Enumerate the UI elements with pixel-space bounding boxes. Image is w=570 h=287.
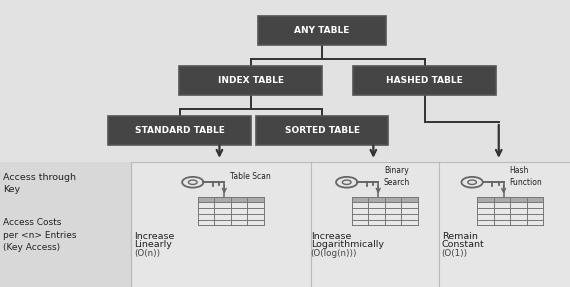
FancyBboxPatch shape [256,116,388,145]
Text: INDEX TABLE: INDEX TABLE [218,76,284,85]
Bar [478,197,543,225]
Text: Access Costs
per <n> Entries
(Key Access): Access Costs per <n> Entries (Key Access… [3,218,76,252]
Text: Remain: Remain [442,232,478,241]
FancyBboxPatch shape [258,15,386,44]
Text: HASHED TABLE: HASHED TABLE [386,76,463,85]
Text: Logarithmically: Logarithmically [311,240,384,249]
Text: Access through
Key: Access through Key [3,173,76,194]
FancyBboxPatch shape [108,116,251,145]
Bar [198,197,263,202]
Bar [198,197,263,225]
Bar [352,197,417,225]
Text: SORTED TABLE: SORTED TABLE [284,126,360,135]
Text: (O(1)): (O(1)) [442,249,468,259]
Text: ANY TABLE: ANY TABLE [294,26,350,35]
Text: STANDARD TABLE: STANDARD TABLE [135,126,225,135]
Text: Hash
Function: Hash Function [510,166,542,187]
Text: Linearly: Linearly [134,240,172,249]
FancyBboxPatch shape [353,66,496,95]
Bar [478,197,543,202]
Text: (O(n)): (O(n)) [134,249,160,259]
Text: Table Scan: Table Scan [230,172,271,181]
FancyBboxPatch shape [180,66,323,95]
Bar [0,0,570,162]
Text: Increase: Increase [134,232,174,241]
Bar [0,162,131,287]
Text: Increase: Increase [311,232,351,241]
Text: Binary
Search: Binary Search [384,166,410,187]
Text: Constant: Constant [442,240,484,249]
Text: (O(log(n))): (O(log(n))) [311,249,357,259]
Bar [352,197,417,202]
